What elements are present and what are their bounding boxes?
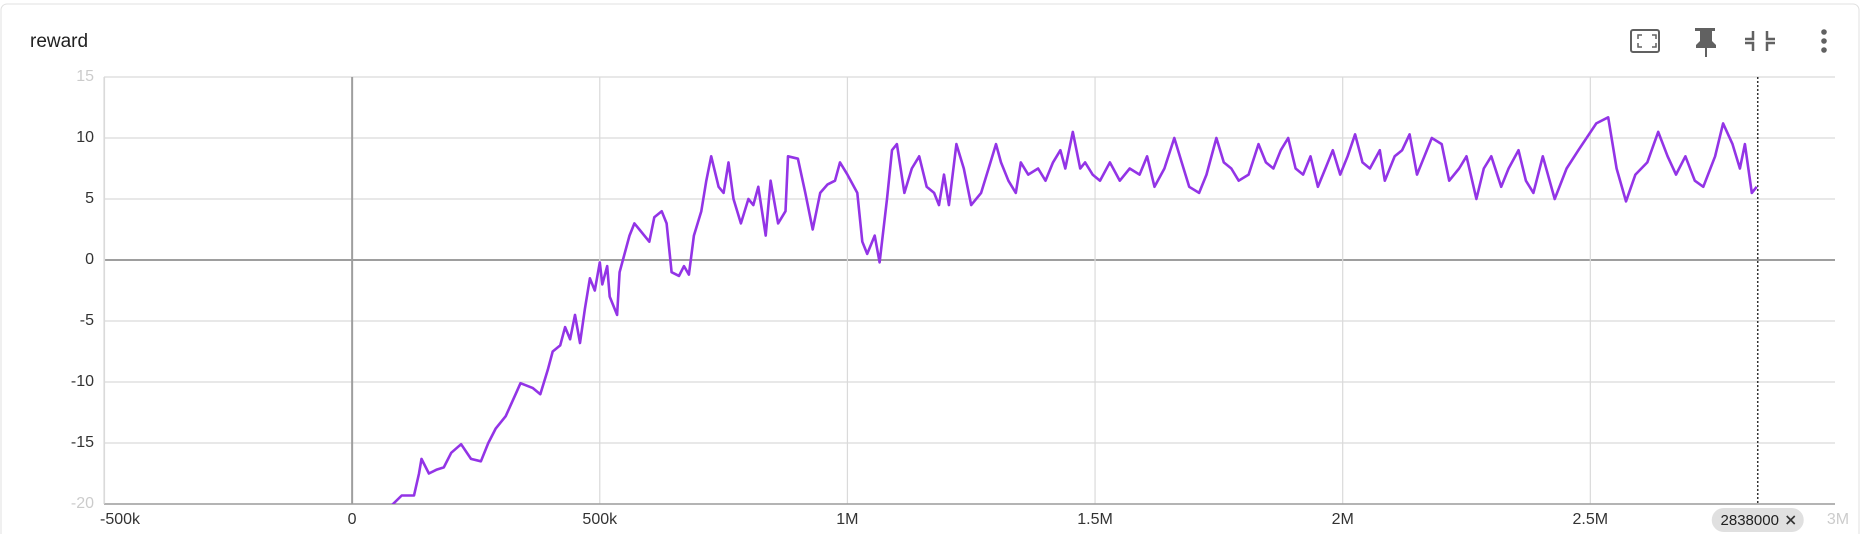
x-tick-label: -500k — [100, 511, 141, 528]
card-title: reward — [30, 31, 88, 52]
x-tick-label: 1.5M — [1077, 511, 1113, 528]
hover-value: 2838000 — [1721, 512, 1779, 529]
x-tick-label: 500k — [582, 511, 618, 528]
fit-icon[interactable] — [1630, 29, 1660, 53]
series-line — [391, 116, 1758, 504]
more-icon[interactable] — [1821, 29, 1827, 53]
x-tick-label: 1M — [836, 511, 858, 528]
y-tick-label: 5 — [85, 190, 94, 207]
y-tick-label: -20 — [71, 495, 94, 512]
x-tick-label: 0 — [348, 511, 357, 528]
x-tick-label: 3M — [1827, 511, 1849, 528]
x-tick-label: 2.5M — [1573, 511, 1609, 528]
y-tick-label: -15 — [71, 434, 94, 451]
collapse-icon[interactable] — [1745, 31, 1775, 51]
y-tick-label: -5 — [80, 312, 94, 329]
x-tick-label: 2M — [1332, 511, 1354, 528]
chip-close[interactable] — [1786, 515, 1796, 525]
y-tick-label: 0 — [85, 251, 94, 268]
y-tick-label: 10 — [76, 129, 94, 146]
y-tick-label: 15 — [76, 68, 94, 85]
hover-chip — [1711, 508, 1804, 532]
card-border — [0, 3, 1860, 539]
labels: -20 -15 -10 -5 0 5 10 15 -500k 0 500k 1M 1.5M 2M 2.5M 3… — [71, 68, 1849, 532]
plot — [391, 116, 1758, 504]
pin-icon[interactable] — [1695, 28, 1716, 57]
y-tick-label: -10 — [71, 373, 94, 390]
